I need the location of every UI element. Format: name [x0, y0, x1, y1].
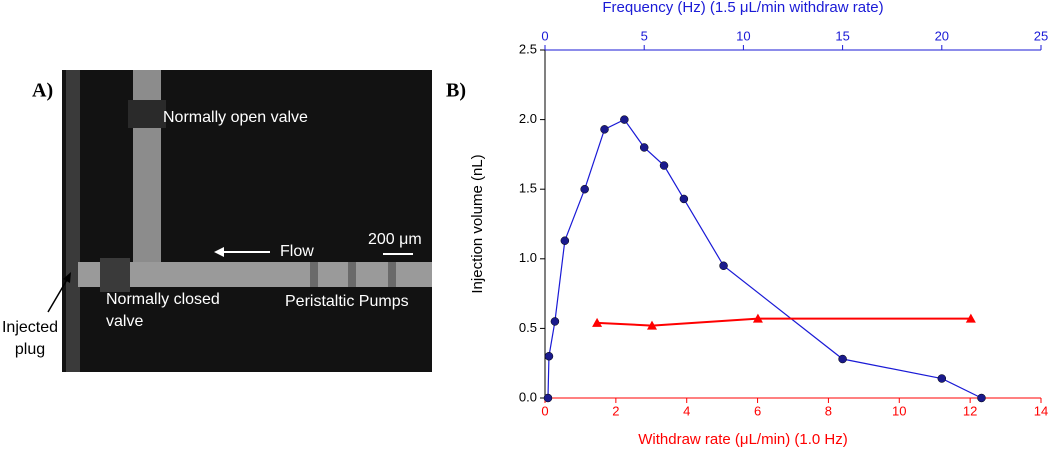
x-tick-label: 12: [963, 403, 977, 418]
x2-tick-label: 10: [736, 28, 750, 43]
marker: [937, 374, 947, 383]
marker: [977, 393, 986, 403]
marker: [719, 261, 728, 271]
label: Flow: [280, 243, 314, 260]
closed-valve: [100, 258, 130, 292]
marker: [592, 317, 603, 327]
marker: [752, 313, 763, 323]
horizontal-channel: [78, 262, 432, 287]
x-tick-label: 0: [541, 403, 548, 418]
x-axis-title: Withdraw rate (μL/min) (1.0 Hz): [638, 431, 848, 448]
image-background: [62, 70, 432, 372]
series-line: [597, 317, 971, 327]
marker: [580, 184, 589, 194]
x-tick-label: 4: [683, 403, 690, 418]
pump: [388, 262, 396, 287]
open-valve: [128, 100, 166, 128]
marker: [550, 317, 560, 326]
marker: [544, 351, 554, 361]
microscope-image: Normally open valve Flow 200 μm Normally…: [62, 70, 432, 372]
panel-label: A): [32, 80, 53, 102]
x-tick-label: 14: [1034, 403, 1048, 418]
plug-arrow: [47, 277, 69, 313]
label: 200 μm: [368, 231, 422, 248]
marker: [679, 194, 689, 204]
x2-tick-label: 5: [641, 28, 648, 43]
label: plug: [15, 341, 45, 358]
label: Normally closed: [106, 291, 220, 308]
y-tick-label: 1.5: [519, 181, 537, 196]
x2-tick-label: 20: [935, 28, 949, 43]
y-tick-label: 1.0: [519, 250, 537, 265]
marker: [639, 143, 649, 152]
series-line: [547, 118, 982, 399]
y-tick-label: 2.0: [519, 111, 537, 126]
x-tick-label: 2: [612, 403, 619, 418]
marker: [838, 354, 847, 364]
marker: [965, 313, 976, 323]
x2-axis-title: Frequency (Hz) (1.5 μL/min withdraw rate…: [602, 0, 883, 16]
x-tick-label: 8: [825, 403, 832, 418]
y-axis-title: Injection volume (nL): [469, 154, 486, 293]
plug-arrowhead: [63, 272, 71, 283]
flow-arrowhead: [214, 247, 224, 257]
marker: [600, 125, 609, 134]
x-tick-label: 6: [754, 403, 761, 418]
label: valve: [106, 313, 143, 330]
x-tick-label: 10: [892, 403, 906, 418]
x2-tick-label: 25: [1034, 28, 1048, 43]
label: Normally open valve: [163, 109, 308, 126]
marker: [620, 115, 629, 124]
panel-label: B): [446, 80, 466, 102]
x2-tick-label: 0: [541, 28, 548, 43]
pump: [348, 262, 356, 287]
y-tick-label: 2.5: [519, 41, 537, 56]
label: Peristaltic Pumps: [285, 293, 409, 310]
marker: [543, 393, 553, 403]
marker: [646, 320, 657, 330]
x2-tick-label: 15: [835, 28, 849, 43]
marker: [560, 236, 570, 245]
left-channel: [66, 70, 80, 372]
y-tick-label: 0.0: [519, 389, 537, 404]
marker: [659, 161, 669, 170]
label: Injected: [2, 319, 58, 336]
pump: [310, 262, 318, 287]
y-tick-label: 0.5: [519, 320, 537, 335]
